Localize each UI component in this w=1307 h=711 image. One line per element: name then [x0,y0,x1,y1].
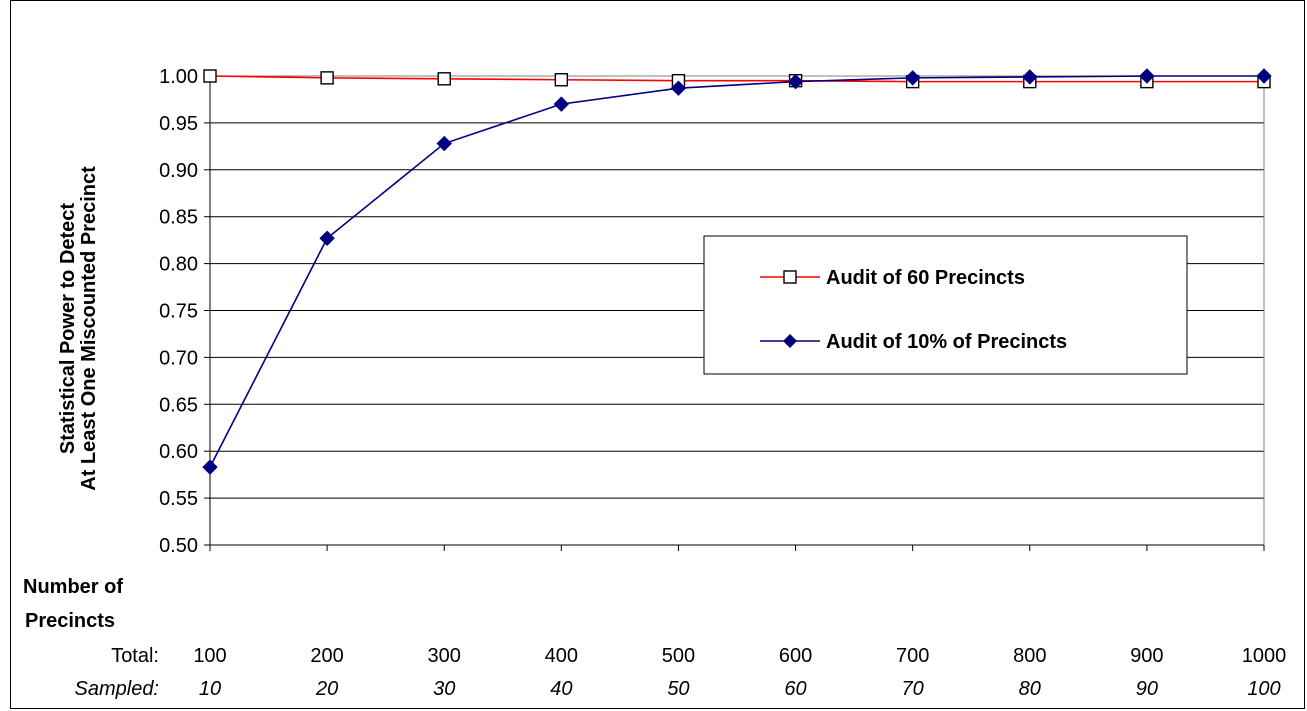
x-tick-label-total: 1000 [1242,645,1287,667]
x-tick-label-sampled: 70 [902,678,924,700]
series-line-2 [209,75,1264,468]
x-tick-label-sampled: 20 [315,678,338,700]
x-tick-label-total: 100 [193,645,226,667]
data-point [1139,68,1155,84]
x-axis-label-line1: Number of [23,576,123,598]
y-tick-label: 0.70 [159,347,198,369]
x-tick-label-sampled: 50 [667,678,689,700]
x-tick-label-total: 300 [428,645,461,667]
x-tick-label-sampled: 30 [433,678,455,700]
x-row-label: Total: [111,645,159,667]
y-tick-label: 0.55 [159,488,198,510]
x-tick-label-sampled: 60 [784,678,806,700]
series-group [202,68,1272,475]
y-tick-label: 0.85 [159,207,198,229]
legend-label: Audit of 60 Precincts [826,267,1025,289]
data-point [436,135,452,152]
x-tick-label-sampled: 100 [1247,678,1280,700]
x-tick-label-sampled: 80 [1019,678,1041,700]
y-tick-label: 0.90 [159,160,198,182]
data-point [319,230,335,246]
y-axis-label-line1: Statistical Power to Detect [57,203,79,455]
data-point [1022,69,1038,85]
y-tick-labels: 0.50 0.55 0.60 0.65 0.70 0.75 0.80 0.85 0.90 0.95… [159,66,198,557]
series-line-1 [209,75,1264,83]
x-tick-label-total: 800 [1013,645,1046,667]
x-tick-label-total: 500 [662,645,695,667]
x-tick-label-total: 900 [1130,645,1163,667]
y-tick-label: 0.80 [159,254,198,276]
legend-box [703,235,1188,375]
data-point [787,73,804,90]
data-point [670,80,687,96]
chart-frame [10,0,1305,709]
y-tick-label: 0.75 [159,301,198,323]
x-tick-label-sampled: 40 [550,678,572,700]
data-point [553,96,570,112]
x-tick-label-sampled: 90 [1136,678,1158,700]
data-point [904,70,921,86]
x-tick-label-total: 200 [310,645,343,667]
data-point [320,71,334,85]
y-axis-label-line2: At Least One Miscounted Precinct [78,166,100,491]
data-point [437,72,451,86]
y-tick-label: 0.60 [159,441,198,463]
y-tick-label: 0.50 [159,535,198,557]
x-row-label: Sampled: [75,678,160,700]
legend: Audit of 60 Precincts Audit of 10% of Pre… [703,235,1188,375]
x-tick-label-total: 400 [545,645,578,667]
x-tick-label-sampled: 10 [199,678,221,700]
y-tick-label: 0.65 [159,394,198,416]
legend-marker [783,334,797,348]
x-tick-rows: Total: 100 200 300 400 500 600 700 800 900 1000 Sam… [75,645,1287,700]
data-point [203,69,217,83]
data-point [554,73,569,87]
y-tick-label: 0.95 [159,113,198,135]
x-tick-label-total: 600 [779,645,812,667]
legend-label: Audit of 10% of Precincts [826,331,1067,353]
x-tick-label-total: 700 [896,645,929,667]
x-axis-label-line2: Precincts [25,610,115,632]
data-point [1256,68,1272,84]
data-point [202,459,218,475]
legend-marker [783,270,797,284]
y-tick-label: 1.00 [159,66,198,88]
